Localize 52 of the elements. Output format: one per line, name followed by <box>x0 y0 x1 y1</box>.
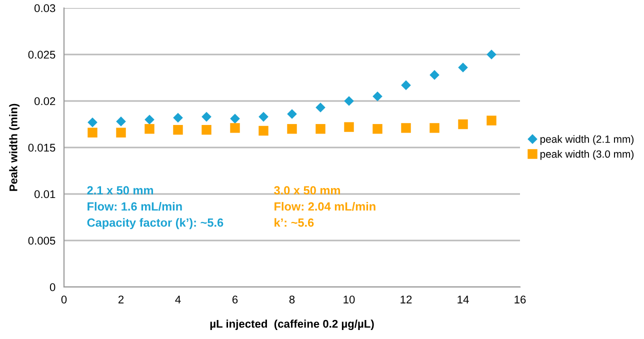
x-tick-label: 6 <box>232 296 238 304</box>
point <box>173 124 183 135</box>
point <box>116 116 126 126</box>
point <box>258 112 268 122</box>
point <box>372 91 382 102</box>
point <box>401 80 411 90</box>
point <box>230 123 240 133</box>
y-axis-title: Peak width (min) <box>9 104 20 191</box>
x-tick-label: 10 <box>344 296 355 304</box>
point <box>486 50 496 60</box>
x-tick-label: 16 <box>514 296 526 304</box>
point <box>88 128 98 138</box>
point <box>430 123 440 133</box>
point <box>202 112 212 122</box>
x-tick-label: 14 <box>458 296 469 304</box>
point <box>144 124 154 134</box>
point <box>430 70 440 80</box>
x-axis-title: µL injected (caffeine 0.2 µg/µL) <box>210 320 374 330</box>
point <box>287 109 297 119</box>
point <box>458 62 468 72</box>
point <box>401 123 411 133</box>
point <box>316 102 326 112</box>
point <box>202 124 212 135</box>
legend-label: peak width (2.1 mm) <box>540 135 634 145</box>
x-tick-label: 12 <box>400 296 412 304</box>
y-tick-label: 0 <box>50 283 56 292</box>
annotation: 2.1 x 50 mm Flow: 1.6 mL/min Capacity factor (k’): ~5.6 <box>87 186 224 230</box>
point <box>88 117 98 128</box>
x-tick-label: 4 <box>175 296 181 304</box>
point <box>144 114 154 125</box>
point <box>287 124 297 134</box>
point <box>344 122 354 132</box>
annotation: 3.0 x 50 mm Flow: 2.04 mL/min k’: ~5.6 <box>274 186 376 227</box>
x-tick-label: 2 <box>118 296 124 304</box>
x-tick-label: 0 <box>61 296 67 304</box>
y-tick-label: 0.005 <box>28 236 56 245</box>
y-tick-label: 0.02 <box>34 97 56 106</box>
y-tick-label: 0.01 <box>34 190 56 198</box>
x-tick-label: 8 <box>289 296 295 304</box>
point <box>173 112 183 123</box>
point <box>372 124 382 134</box>
point <box>316 124 326 134</box>
point <box>486 116 496 126</box>
legend-label: peak width (3.0 mm) <box>540 150 634 160</box>
point <box>230 114 240 124</box>
y-tick-label: 0.015 <box>28 144 56 152</box>
y-tick-label: 0.025 <box>28 50 56 59</box>
y-tick-label: 0.03 <box>34 4 56 12</box>
point <box>258 126 268 136</box>
point <box>458 119 468 130</box>
point <box>116 128 126 138</box>
point <box>344 96 354 106</box>
